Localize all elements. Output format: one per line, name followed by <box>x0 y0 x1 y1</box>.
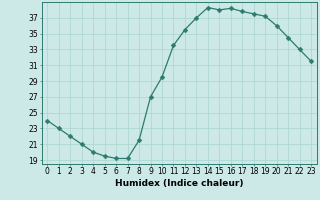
X-axis label: Humidex (Indice chaleur): Humidex (Indice chaleur) <box>115 179 244 188</box>
